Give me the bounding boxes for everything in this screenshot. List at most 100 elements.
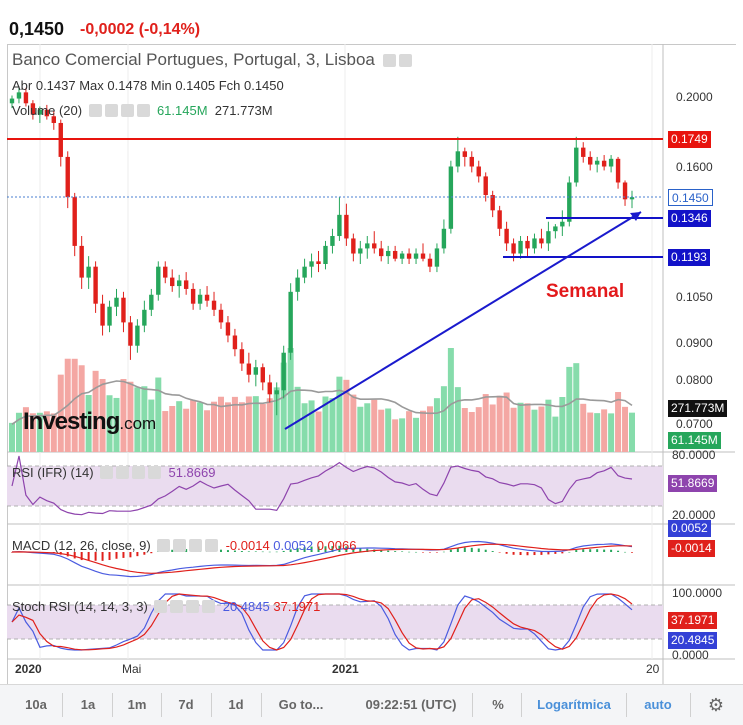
percent-toggle[interactable]: % — [492, 697, 504, 712]
candle-body — [246, 363, 252, 375]
settings-icon[interactable] — [132, 466, 146, 479]
period-7d-button[interactable]: 7d — [178, 697, 194, 712]
settings-icon[interactable] — [120, 104, 134, 117]
price-tick: 0.2000 — [676, 90, 713, 104]
volume-bar — [176, 401, 183, 452]
candle-body — [525, 240, 530, 249]
auto-toggle[interactable]: auto — [644, 697, 672, 712]
volume-bar — [454, 387, 461, 452]
price-tick: 0.1600 — [676, 160, 713, 174]
volume-bar — [601, 409, 608, 452]
volume-bar — [141, 386, 148, 452]
close-icon[interactable] — [398, 54, 412, 67]
candle-body — [601, 160, 607, 167]
macd-hist-bar — [624, 551, 627, 553]
gear-icon[interactable] — [173, 539, 187, 552]
volume-bar — [385, 408, 392, 452]
period-1d-button[interactable]: 1d — [228, 697, 244, 712]
macd-hist-bar — [610, 549, 613, 552]
macd-hist-bar — [387, 550, 390, 552]
period-1y-button[interactable]: 1a — [80, 697, 96, 712]
stoch-band — [7, 605, 663, 639]
close-icon[interactable] — [136, 104, 150, 117]
time-tick: Mai — [122, 662, 142, 676]
settings-icon[interactable] — [186, 600, 200, 613]
candle-body — [37, 109, 43, 115]
volume-bar — [308, 400, 315, 452]
candle-body — [93, 266, 98, 304]
settings-icon[interactable] — [189, 539, 203, 552]
gear-icon[interactable]: ⚙ — [707, 695, 725, 715]
macd-hist-bar — [115, 552, 118, 559]
eye-icon[interactable] — [157, 539, 171, 552]
candle-body — [267, 382, 272, 395]
divider — [211, 693, 212, 717]
candle-body — [204, 294, 210, 301]
volume-tag: 61.145M — [668, 432, 721, 449]
logo-text: Investing — [23, 408, 120, 435]
gear-icon[interactable] — [170, 600, 184, 613]
macd-hist-bar — [401, 551, 404, 552]
candle-body — [156, 266, 161, 295]
candle-body — [497, 210, 502, 229]
eye-icon[interactable] — [88, 104, 102, 117]
candle-body — [149, 294, 154, 310]
volume-bar — [155, 377, 162, 452]
period-1m-button[interactable]: 1m — [127, 697, 147, 712]
macd-hist-bar — [129, 552, 132, 558]
stoch-tick-0: 0.0000 — [672, 648, 709, 662]
macd-hist-bar — [87, 552, 90, 561]
volume-bar — [357, 406, 364, 452]
log-toggle[interactable]: Logarítmica — [537, 697, 611, 712]
macd-signal-tag: 0.0052 — [668, 520, 711, 537]
close-icon[interactable] — [148, 466, 162, 479]
rsi-line — [11, 455, 633, 516]
volume-bar — [482, 394, 489, 452]
support-tag-2: 0.1193 — [668, 249, 710, 266]
close-icon[interactable] — [202, 600, 216, 613]
divider — [261, 693, 262, 717]
macd-hist-bar — [435, 552, 438, 553]
macd-hist-bar — [484, 549, 487, 552]
eye-icon[interactable] — [100, 466, 114, 479]
macd-hist-bar — [603, 549, 606, 552]
gear-icon[interactable] — [104, 104, 118, 117]
period-10y-button[interactable]: 10a — [25, 697, 47, 712]
stoch-k-tag: 20.4845 — [668, 632, 718, 649]
candle-body — [100, 303, 105, 326]
volume-bar — [503, 392, 510, 452]
eye-icon[interactable] — [154, 600, 168, 613]
eye-icon[interactable] — [382, 54, 396, 67]
volume-bar — [580, 403, 587, 452]
macd-hist-bar — [122, 552, 125, 558]
volume-bar — [301, 403, 308, 452]
divider — [112, 693, 113, 717]
volume-bar — [440, 386, 447, 452]
candle-body — [588, 156, 593, 165]
macd-hist-bar — [470, 547, 473, 552]
stoch-d-value: 37.1971 — [273, 599, 321, 614]
candle-body — [385, 250, 391, 257]
chart-frame[interactable] — [7, 44, 736, 685]
macd-hist-bar — [512, 552, 515, 555]
candle-body — [135, 325, 140, 346]
macd-hist-bar — [359, 548, 362, 552]
gear-icon[interactable] — [116, 466, 130, 479]
volume-bar — [29, 413, 36, 452]
volume-bar — [552, 416, 559, 452]
last-price: 0,1450 — [9, 19, 65, 39]
clock[interactable]: 09:22:51 (UTC) — [365, 697, 457, 712]
volume-bar — [238, 402, 245, 452]
candle-body — [567, 182, 572, 222]
candle-body — [316, 261, 321, 264]
stoch-tick-100: 100.0000 — [672, 586, 723, 600]
candle-body — [448, 166, 454, 229]
macd-hist-bar — [415, 551, 418, 553]
macd-hist-bar — [268, 551, 271, 553]
volume-bar — [280, 362, 287, 452]
volume-bar — [9, 422, 15, 452]
close-icon[interactable] — [205, 539, 219, 552]
macd-hist-bar — [261, 551, 264, 553]
goto-button[interactable]: Go to... — [278, 697, 324, 712]
